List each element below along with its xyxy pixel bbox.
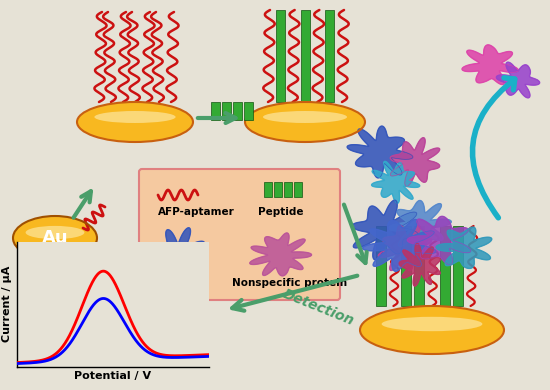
Ellipse shape — [263, 111, 347, 123]
Polygon shape — [462, 45, 518, 85]
Polygon shape — [152, 228, 205, 282]
Bar — [264, 182, 272, 197]
Bar — [402, 226, 411, 306]
Polygon shape — [347, 126, 413, 178]
Bar — [300, 10, 310, 102]
Bar — [294, 182, 302, 197]
Polygon shape — [399, 243, 440, 286]
Bar — [222, 102, 230, 120]
Ellipse shape — [360, 306, 504, 354]
Bar — [276, 10, 285, 102]
Bar — [440, 226, 450, 306]
Ellipse shape — [367, 308, 497, 352]
Bar — [284, 182, 292, 197]
Ellipse shape — [17, 218, 93, 258]
Text: Detection: Detection — [280, 287, 356, 329]
Polygon shape — [378, 225, 432, 271]
Bar — [325, 10, 334, 102]
Polygon shape — [250, 233, 311, 276]
Bar — [414, 226, 424, 306]
Bar — [376, 226, 386, 306]
Bar — [211, 102, 219, 120]
Polygon shape — [408, 216, 471, 265]
Bar — [453, 226, 463, 306]
FancyBboxPatch shape — [139, 169, 340, 300]
Ellipse shape — [77, 102, 193, 142]
Ellipse shape — [375, 311, 490, 349]
Ellipse shape — [89, 106, 182, 138]
Ellipse shape — [382, 317, 482, 331]
Bar — [274, 182, 282, 197]
Text: Peptide: Peptide — [258, 207, 304, 217]
Text: AFP: AFP — [167, 278, 189, 288]
Ellipse shape — [26, 226, 84, 239]
Polygon shape — [496, 62, 540, 98]
Y-axis label: Current / μA: Current / μA — [2, 266, 12, 342]
Polygon shape — [362, 220, 436, 271]
Ellipse shape — [95, 111, 175, 123]
Polygon shape — [436, 227, 492, 268]
Ellipse shape — [251, 104, 359, 140]
Text: AFP-aptamer: AFP-aptamer — [158, 207, 235, 217]
Ellipse shape — [95, 108, 175, 136]
Ellipse shape — [21, 220, 89, 255]
Text: Nonspecific protein: Nonspecific protein — [233, 278, 348, 288]
Ellipse shape — [263, 108, 347, 136]
Bar — [233, 102, 241, 120]
Ellipse shape — [257, 106, 353, 138]
Ellipse shape — [245, 102, 365, 142]
X-axis label: Potential / V: Potential / V — [74, 371, 151, 381]
Bar — [244, 102, 252, 120]
FancyArrowPatch shape — [472, 78, 515, 218]
Polygon shape — [352, 200, 418, 260]
Text: Au: Au — [42, 229, 68, 247]
Polygon shape — [372, 161, 420, 203]
Ellipse shape — [26, 223, 84, 254]
Ellipse shape — [83, 104, 187, 140]
Ellipse shape — [382, 313, 482, 347]
Polygon shape — [389, 200, 451, 250]
Polygon shape — [390, 138, 439, 186]
Ellipse shape — [13, 216, 97, 260]
